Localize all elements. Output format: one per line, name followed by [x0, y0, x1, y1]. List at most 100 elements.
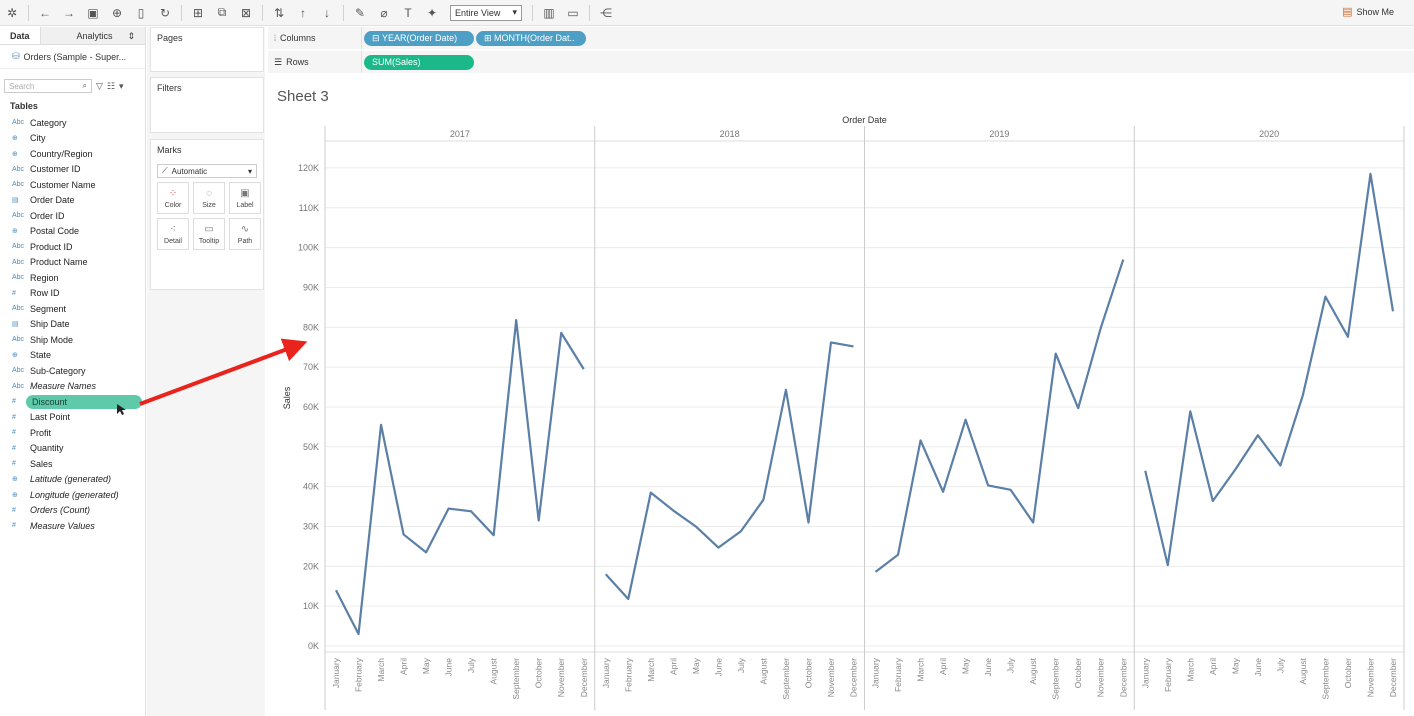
field-item[interactable]: Abc Product ID: [0, 239, 145, 255]
field-item[interactable]: # Sales: [0, 456, 145, 472]
field-item[interactable]: Abc Product Name: [0, 255, 145, 271]
field-item[interactable]: ▤ Ship Date: [0, 317, 145, 333]
rows-label-text: Rows: [286, 57, 309, 67]
detail-button[interactable]: ⁖ Detail: [157, 218, 189, 250]
highlight-icon[interactable]: ✎: [354, 5, 366, 20]
field-item[interactable]: ⊕ Country/Region: [0, 146, 145, 162]
dragging-field-pill[interactable]: Discount: [26, 395, 142, 409]
field-name: Measure Values: [30, 520, 95, 531]
sort-asc-icon[interactable]: ↑: [300, 5, 306, 20]
label-icon[interactable]: T: [404, 5, 412, 20]
fit-select[interactable]: Entire View ▾: [450, 4, 522, 21]
field-item[interactable]: Abc Sub-Category: [0, 363, 145, 379]
field-item[interactable]: Abc Region: [0, 270, 145, 286]
columns-shelf[interactable]: ⦙ Columns ⊟ YEAR(Order Date) ⊞ MONTH(Ord…: [268, 27, 1414, 49]
tab-data[interactable]: Data: [0, 27, 41, 44]
clear-icon[interactable]: ⊠: [240, 5, 252, 20]
search-icon: ⌕: [82, 81, 87, 90]
pages-card[interactable]: Pages: [150, 27, 264, 72]
field-item[interactable]: # Discount: [0, 394, 145, 410]
string-icon: Abc: [12, 305, 25, 313]
field-name: Ship Mode: [30, 334, 74, 345]
tableau-logo-icon[interactable]: ✲: [6, 5, 18, 20]
menu-dropdown-icon[interactable]: ▾: [119, 80, 124, 91]
field-item[interactable]: Abc Segment: [0, 301, 145, 317]
field-item[interactable]: Abc Measure Names: [0, 379, 145, 395]
x-tick-label: August: [1028, 657, 1038, 684]
field-item[interactable]: ⊕ Latitude (generated): [0, 472, 145, 488]
x-tick-label: September: [511, 658, 521, 700]
x-tick-label: April: [938, 658, 948, 675]
pane-header-2019: 2019: [989, 129, 1009, 139]
label-button[interactable]: ▣ Label: [229, 182, 261, 214]
group-icon[interactable]: ⌀: [380, 5, 388, 20]
field-item[interactable]: # Quantity: [0, 441, 145, 457]
rows-shelf[interactable]: ☰ Rows SUM(Sales): [268, 51, 1414, 73]
month-order-date-pill[interactable]: ⊞ MONTH(Order Dat..: [476, 30, 586, 46]
year-order-date-pill[interactable]: ⊟ YEAR(Order Date): [364, 30, 474, 46]
path-button[interactable]: ∿ Path: [229, 218, 261, 250]
sales-line-chart: Order Date Sales 0K 10K 20K 30K 40K 50K 60K 70K 80…: [282, 115, 1405, 710]
tables-heading: Tables: [10, 101, 38, 111]
sort-desc-icon[interactable]: ↓: [324, 5, 330, 20]
cards-icon[interactable]: ▥: [543, 5, 555, 20]
new-sheet-icon[interactable]: ⊞: [192, 5, 204, 20]
field-item[interactable]: # Row ID: [0, 286, 145, 302]
field-name: Sales: [30, 458, 53, 469]
field-item[interactable]: # Profit: [0, 425, 145, 441]
field-name: Region: [30, 272, 59, 283]
save-icon[interactable]: ▣: [87, 5, 99, 20]
view-toggle-icon[interactable]: ☷: [106, 80, 115, 91]
sum-sales-pill[interactable]: SUM(Sales): [364, 54, 474, 70]
path-icon: ∿: [240, 223, 250, 235]
x-tick-label: August: [758, 657, 768, 684]
pause-icon[interactable]: ▯: [137, 5, 145, 20]
x-tick-label: September: [1320, 658, 1330, 700]
x-tick-label: October: [534, 658, 544, 688]
field-item[interactable]: # Last Point: [0, 410, 145, 426]
number-icon: #: [12, 429, 16, 437]
toolbar: ✲ ← → ▣ ⊕ ▯ ↻ ⊞ ⧉ ⊠ ⇅ ↑ ↓ ✎ ⌀ T ✦ Entire…: [0, 0, 1414, 26]
x-tick-label: November: [1096, 658, 1106, 697]
collapse-icon[interactable]: ⇕: [127, 31, 135, 41]
field-item[interactable]: ▤ Order Date: [0, 193, 145, 209]
search-input[interactable]: Search ⌕: [4, 79, 92, 93]
expand-icon: ⊟: [372, 32, 383, 43]
tab-analytics[interactable]: Analytics ⇕: [40, 27, 145, 44]
field-item[interactable]: Abc Customer ID: [0, 162, 145, 178]
x-tick-label: January: [1140, 657, 1150, 688]
field-item[interactable]: ⊕ Longitude (generated): [0, 487, 145, 503]
new-datasource-icon[interactable]: ⊕: [111, 5, 123, 20]
swap-icon[interactable]: ⇅: [273, 5, 285, 20]
pane-header-2017: 2017: [450, 129, 470, 139]
filter-icon[interactable]: ▽: [96, 80, 103, 91]
field-item[interactable]: Abc Category: [0, 115, 145, 131]
filters-card[interactable]: Filters: [150, 77, 264, 133]
mark-type-select[interactable]: ⟋ Automatic ▾: [157, 164, 257, 178]
field-item[interactable]: Abc Customer Name: [0, 177, 145, 193]
show-me-button[interactable]: ▤ Show Me: [1342, 5, 1394, 18]
presentation-icon[interactable]: ▭: [567, 5, 579, 20]
field-item[interactable]: # Measure Values: [0, 518, 145, 534]
datasource-item[interactable]: ⛁ Orders (Sample - Super...: [0, 45, 145, 69]
duplicate-icon[interactable]: ⧉: [217, 5, 227, 19]
forward-icon[interactable]: →: [63, 5, 75, 20]
field-item[interactable]: ⊕ Postal Code: [0, 224, 145, 240]
string-icon: Abc: [12, 258, 25, 266]
size-button[interactable]: ◌ Size: [193, 182, 225, 214]
tooltip-button[interactable]: ▭ Tooltip: [193, 218, 225, 250]
color-button[interactable]: ⁘ Color: [157, 182, 189, 214]
refresh-icon[interactable]: ↻: [159, 5, 171, 20]
field-item[interactable]: ⊕ City: [0, 131, 145, 147]
back-icon[interactable]: ←: [39, 5, 51, 20]
pin-icon[interactable]: ✦: [426, 5, 438, 20]
field-item[interactable]: Abc Order ID: [0, 208, 145, 224]
field-item[interactable]: Abc Ship Mode: [0, 332, 145, 348]
x-tick-label: December: [579, 658, 589, 697]
field-item[interactable]: # Orders (Count): [0, 503, 145, 519]
field-name: Ship Date: [30, 319, 70, 330]
string-icon: Abc: [12, 212, 25, 220]
field-item[interactable]: ⊕ State: [0, 348, 145, 364]
share-icon[interactable]: ⋲: [600, 5, 612, 20]
chevron-down-icon: ▾: [512, 7, 517, 17]
